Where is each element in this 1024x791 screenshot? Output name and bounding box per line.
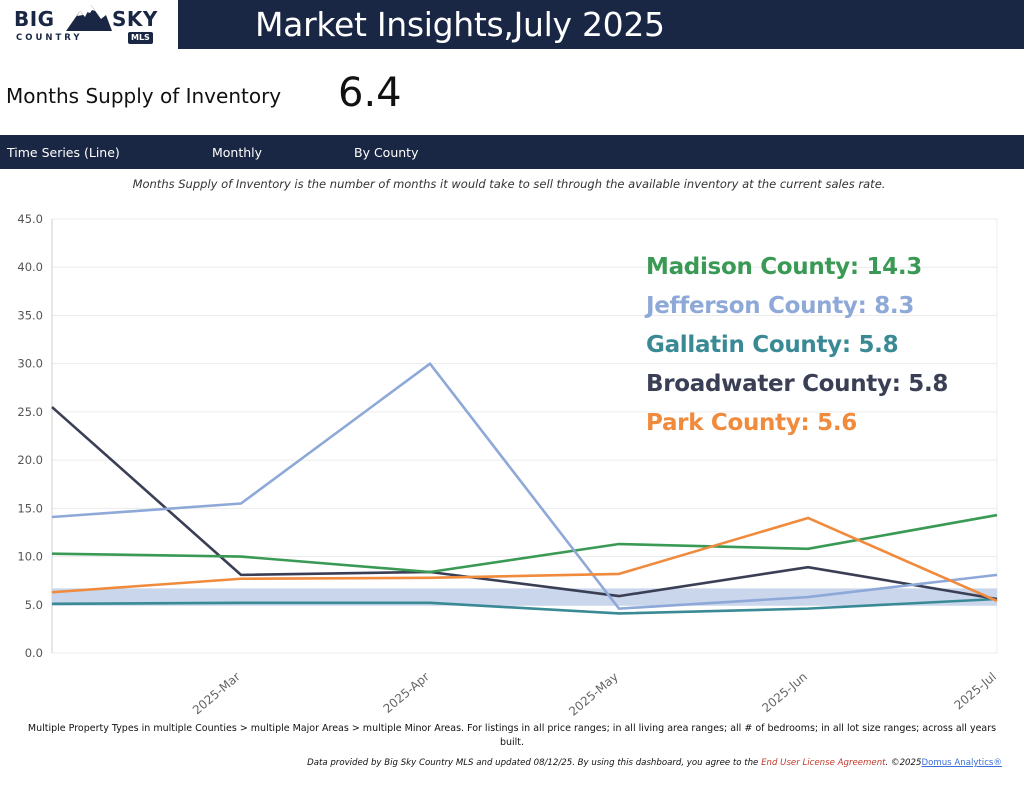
x-tick-label: 2025-May — [566, 670, 621, 719]
y-tick-label: 45.0 — [17, 212, 43, 226]
y-tick-label: 10.0 — [17, 550, 43, 564]
logo-big: BIG — [14, 7, 55, 31]
domus-analytics-link[interactable]: Domus Analytics® — [921, 758, 1002, 768]
y-tick-label: 35.0 — [17, 308, 43, 322]
y-tick-label: 25.0 — [17, 405, 43, 419]
credits-text: Data provided by Big Sky Country MLS and… — [307, 758, 762, 768]
period-filter[interactable]: Monthly — [212, 145, 263, 160]
x-tick-label: 2025-Mar — [190, 670, 243, 718]
legend-madison-county: Madison County: 14.3 — [646, 254, 922, 280]
header-bar — [178, 0, 1024, 49]
filter-bar: Time Series (Line) Monthly By County — [0, 135, 1024, 169]
credits: Data provided by Big Sky Country MLS and… — [307, 758, 1002, 768]
y-tick-label: 30.0 — [17, 357, 43, 371]
legend-jefferson-county: Jefferson County: 8.3 — [644, 293, 914, 319]
reference-band — [52, 588, 997, 606]
logo-subtitle: COUNTRY — [16, 33, 83, 43]
y-tick-label: 20.0 — [17, 453, 43, 467]
legend-park-county: Park County: 5.6 — [646, 410, 857, 436]
chart-type-filter[interactable]: Time Series (Line) — [7, 145, 120, 160]
line-chart: 0.0 5.0 10.0 15.0 20.0 25.0 30.0 35.0 40.0 45.0 20… — [17, 212, 999, 719]
eula-link[interactable]: End User License Agreement — [761, 758, 886, 768]
page-title: Market Insights,July 2025 — [255, 5, 665, 44]
y-tick-label: 15.0 — [17, 501, 43, 515]
series-line-madison-county — [51, 513, 998, 574]
x-tick-label: 2025-Jun — [759, 670, 810, 716]
x-tick-label: 2025-Jul — [952, 670, 999, 713]
y-tick-label: 0.0 — [25, 646, 43, 660]
legend-broadwater-county: Broadwater County: 5.8 — [646, 371, 948, 397]
logo-sky: SKY — [112, 7, 158, 31]
logo-mls-badge: MLS — [128, 32, 153, 44]
copyright-text: . ©2025 — [885, 758, 922, 768]
header: BIG SKY COUNTRY MLS Market Insights,July… — [0, 0, 1024, 49]
x-tick-label: 2025-Apr — [381, 670, 432, 716]
mountain-icon — [66, 5, 112, 31]
chart-description: Months Supply of Inventory is the number… — [132, 177, 886, 191]
big-sky-country-logo: BIG SKY COUNTRY MLS — [12, 3, 172, 47]
group-by-filter[interactable]: By County — [354, 145, 419, 160]
metric-label: Months Supply of Inventory — [6, 84, 282, 108]
y-tick-label: 40.0 — [17, 260, 43, 274]
series-line-gallatin-county — [51, 597, 998, 615]
y-tick-label: 5.0 — [25, 598, 43, 612]
legend-gallatin-county: Gallatin County: 5.8 — [646, 332, 898, 358]
series-line-jefferson-county — [51, 362, 998, 610]
filter-summary: Multiple Property Types in multiple Coun… — [27, 723, 997, 748]
series-line-park-county — [51, 516, 998, 603]
series-line-broadwater-county — [51, 406, 998, 601]
metric-value: 6.4 — [338, 70, 402, 116]
